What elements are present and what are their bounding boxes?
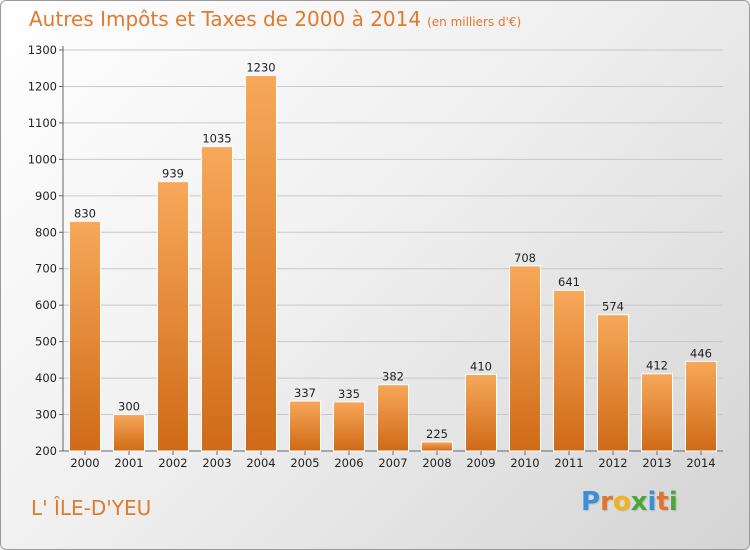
bar: [553, 289, 585, 452]
bar: [245, 75, 277, 452]
bar-value-label: 939: [162, 167, 184, 181]
x-tick-label: 2010: [510, 456, 539, 470]
bar: [641, 373, 673, 452]
bar: [201, 146, 233, 452]
y-tick-label: 1300: [28, 43, 57, 57]
bar: [377, 384, 409, 452]
bar: [113, 414, 145, 452]
bar-value-label: 830: [74, 206, 96, 220]
x-tick-label: 2002: [158, 456, 187, 470]
bar-value-label: 382: [382, 370, 404, 384]
x-tick-label: 2014: [686, 456, 715, 470]
x-tick-label: 2011: [554, 456, 583, 470]
bar-value-label: 335: [338, 387, 360, 401]
bar-value-label: 574: [602, 300, 624, 314]
bar-value-label: 641: [558, 275, 580, 289]
logo-letter: P: [581, 487, 601, 517]
bar: [289, 400, 321, 452]
y-tick-label: 900: [35, 189, 57, 203]
y-tick-label: 500: [35, 335, 57, 349]
bar-value-label: 337: [294, 386, 316, 400]
bar: [685, 360, 717, 452]
x-tick-label: 2007: [378, 456, 407, 470]
y-tick-label: 700: [35, 262, 57, 276]
y-tick-label: 1000: [28, 152, 57, 166]
bar-value-label: 1230: [246, 61, 275, 75]
bar-value-label: 412: [646, 359, 668, 373]
x-tick-label: 2006: [334, 456, 363, 470]
bar-value-label: 446: [690, 346, 712, 360]
bar-value-label: 1035: [202, 132, 231, 146]
logo-letter: r: [600, 487, 613, 517]
x-tick-label: 2004: [246, 456, 275, 470]
x-tick-label: 2013: [642, 456, 671, 470]
logo-letter: o: [612, 487, 631, 517]
x-tick-label: 2009: [466, 456, 495, 470]
bar-value-label: 225: [426, 427, 448, 441]
x-tick-label: 2003: [202, 456, 231, 470]
bar: [597, 314, 629, 452]
y-tick-label: 1100: [28, 116, 57, 130]
y-tick-label: 600: [35, 298, 57, 312]
logo-letter: i: [647, 487, 657, 517]
y-tick-label: 400: [35, 371, 57, 385]
y-tick-label: 800: [35, 225, 57, 239]
logo-letter: i: [668, 487, 678, 517]
bar: [509, 265, 541, 452]
x-tick-label: 2001: [114, 456, 143, 470]
bar: [333, 401, 365, 452]
x-tick-label: 2005: [290, 456, 319, 470]
chart-title: Autres Impôts et Taxes de 2000 à 2014 (en…: [29, 7, 521, 31]
y-tick-label: 1200: [28, 79, 57, 93]
x-tick-label: 2008: [422, 456, 451, 470]
logo-letter: x: [630, 487, 648, 517]
logo-letter: t: [656, 487, 669, 517]
x-tick-label: 2000: [70, 456, 99, 470]
bar-value-label: 708: [514, 251, 536, 265]
chart-subtitle: (en milliers d'€): [427, 15, 522, 29]
bar-value-label: 300: [118, 400, 140, 414]
proxiti-logo: Proxiti: [581, 487, 678, 517]
y-tick-label: 200: [35, 444, 57, 458]
chart-title-text: Autres Impôts et Taxes de 2000 à 2014: [29, 7, 422, 31]
bar: [157, 181, 189, 452]
y-tick-label: 300: [35, 408, 57, 422]
bar: [421, 441, 453, 452]
commune-name: L' ÎLE-D'YEU: [31, 496, 152, 520]
x-tick-label: 2012: [598, 456, 627, 470]
bar-value-label: 410: [470, 359, 492, 373]
bar: [69, 220, 101, 452]
bar: [465, 373, 497, 452]
